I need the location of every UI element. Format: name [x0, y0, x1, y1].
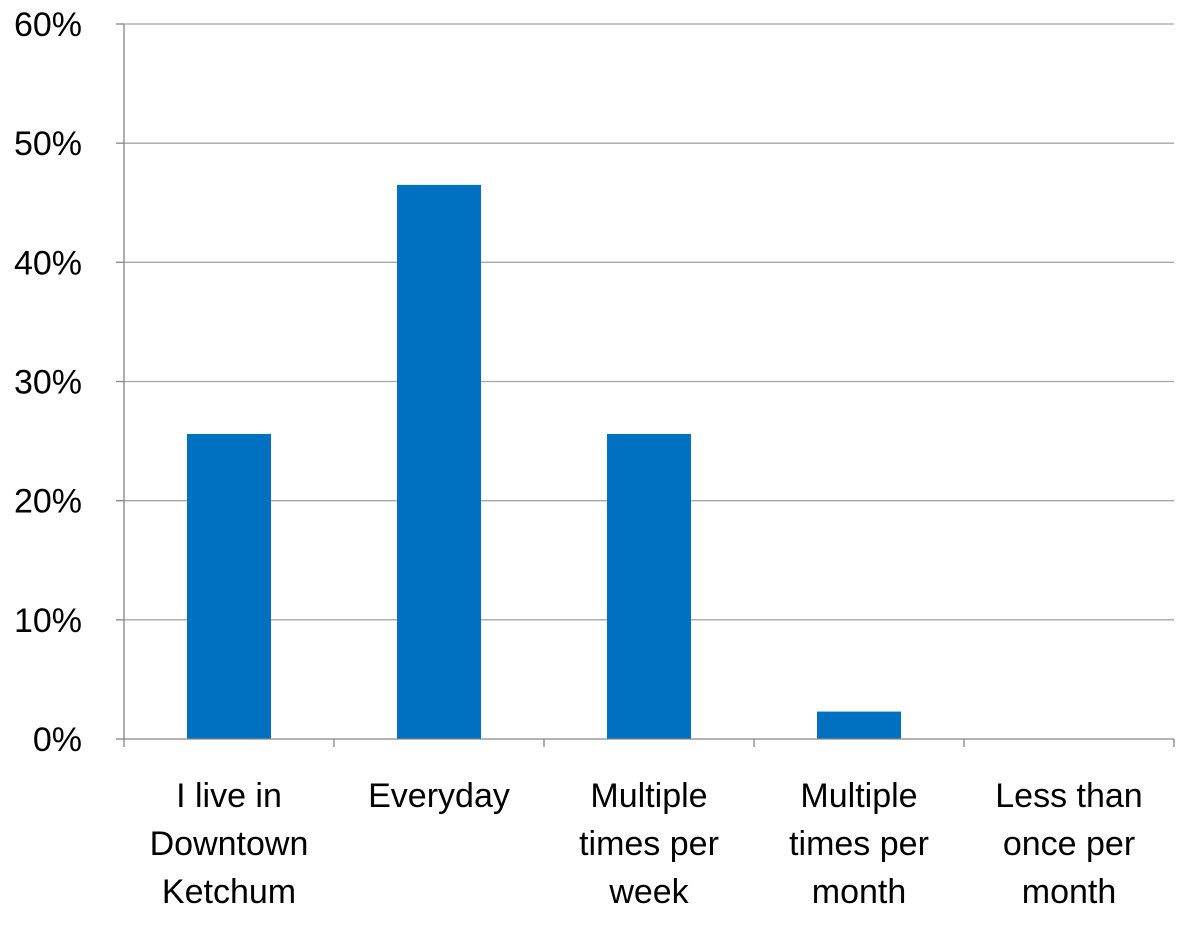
axes: [116, 23, 1175, 747]
x-tick-label: I live in Downtown Ketchum: [150, 777, 309, 911]
bar: [397, 184, 481, 739]
y-tick-label: 30%: [14, 364, 82, 402]
bars: [187, 184, 901, 739]
y-tick-labels: 0% 10% 20% 30% 40% 50% 60%: [14, 6, 82, 759]
x-tick-labels: I live in Downtown Ketchum Everyday Multiple…: [150, 777, 1143, 911]
y-tick-label: 20%: [14, 483, 82, 521]
y-tick-label: 40%: [14, 244, 82, 282]
y-tick-label: 10%: [14, 602, 82, 640]
x-tick-label-line: month: [812, 873, 907, 911]
x-tick-label-line: Multiple: [590, 777, 707, 815]
y-tick-label: 60%: [14, 6, 82, 44]
x-tick-label-line: Less than: [995, 777, 1142, 815]
x-tick-label-line: Multiple: [800, 777, 917, 815]
x-tick-label-line: times per: [579, 825, 719, 863]
x-tick-label-line: Everyday: [368, 777, 510, 815]
x-tick-label: Multiple times per month: [789, 777, 929, 911]
x-tick-label-line: Ketchum: [162, 873, 296, 911]
x-tick-label-line: month: [1022, 873, 1117, 911]
x-tick-label: Multiple times per week: [579, 777, 719, 911]
y-tick-label: 50%: [14, 125, 82, 163]
x-tick-label: Everyday: [368, 777, 510, 815]
bar: [187, 433, 271, 739]
x-tick-label-line: times per: [789, 825, 929, 863]
bar: [607, 433, 691, 739]
y-tick-label: 0%: [33, 721, 82, 759]
x-tick-label-line: once per: [1003, 825, 1135, 863]
x-tick-label-line: I live in: [176, 777, 282, 815]
bar: [817, 711, 901, 739]
x-tick-label: Less than once per month: [995, 777, 1142, 911]
x-tick-label-line: week: [608, 873, 689, 911]
gridlines: [124, 23, 1174, 621]
x-tick-label-line: Downtown: [150, 825, 309, 863]
